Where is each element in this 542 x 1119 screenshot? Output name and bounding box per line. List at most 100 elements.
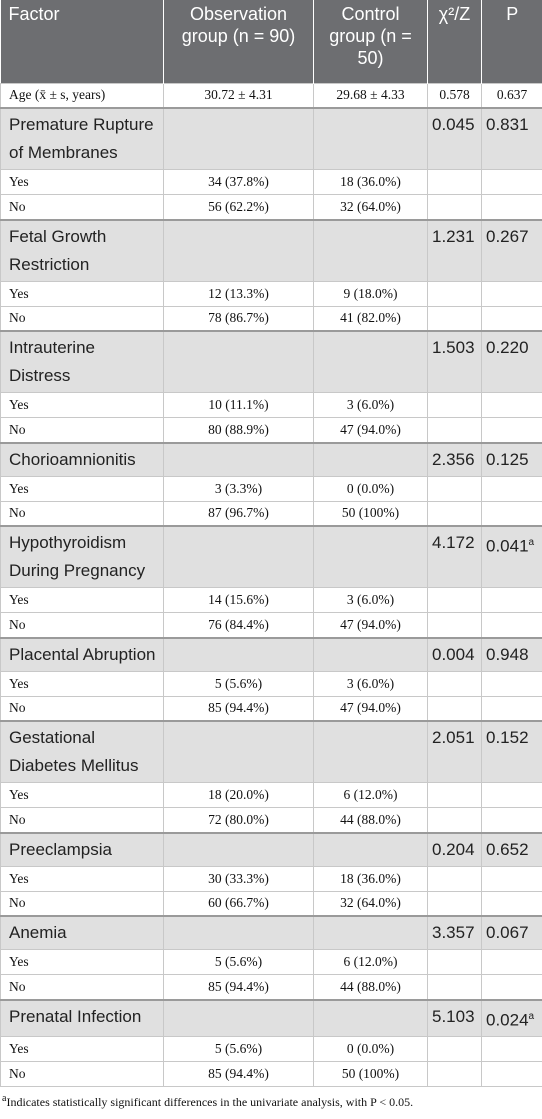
obs-cell: 30 (33.3%): [163, 865, 314, 892]
empty-cell: [427, 169, 482, 195]
ctrl-cell: 50 (100%): [313, 1061, 428, 1088]
group-row: Placental Abruption 0.004 0.948: [0, 636, 542, 672]
level-row: No 85 (94.4%) 50 (100%): [0, 1061, 542, 1088]
level-row: Yes 12 (13.3%) 9 (18.0%): [0, 280, 542, 307]
stat-cell: 1.231: [427, 218, 482, 282]
ctrl-cell: 44 (88.0%): [313, 807, 428, 833]
empty-cell: [427, 1061, 482, 1088]
empty-cell: [427, 305, 482, 332]
p-cell: 0.948: [481, 636, 542, 672]
empty-cell: [313, 441, 428, 477]
empty-cell: [163, 330, 314, 393]
p-value: 0.067: [486, 923, 529, 942]
empty-cell: [313, 831, 428, 867]
group-row: Fetal Growth Restriction 1.231 0.267: [0, 218, 542, 282]
group-row: Chorioamnionitis 2.356 0.125: [0, 441, 542, 477]
p-value: 0.267: [486, 226, 529, 246]
empty-cell: [481, 392, 542, 418]
level-row: No 56 (62.2%) 32 (64.0%): [0, 194, 542, 220]
age-row: Age (x̄ ± s, years) 30.72 ± 4.31 29.68 ± 4…: [0, 82, 542, 109]
empty-cell: [427, 807, 482, 833]
level-row: No 72 (80.0%) 44 (88.0%): [0, 807, 542, 833]
obs-cell: 85 (94.4%): [163, 695, 314, 722]
level-label: Yes: [0, 670, 164, 697]
p-value: 0.125: [486, 449, 529, 469]
factor-cell: Prenatal Infection: [0, 998, 164, 1038]
obs-cell: 76 (84.4%): [163, 612, 314, 638]
ctrl-cell: 41 (82.0%): [313, 305, 428, 332]
level-label: No: [0, 305, 164, 332]
stat-cell: 3.357: [427, 915, 482, 950]
ctrl-cell: 6 (12.0%): [313, 782, 428, 808]
p-value: 0.831: [486, 115, 529, 134]
level-label: Yes: [0, 392, 164, 418]
level-label: Yes: [0, 475, 164, 502]
empty-cell: [313, 107, 428, 170]
empty-cell: [313, 218, 428, 282]
p-value: 0.652: [486, 839, 529, 859]
ctrl-cell: 0 (0.0%): [313, 475, 428, 502]
group-row: Preeclampsia 0.204 0.652: [0, 831, 542, 867]
obs-cell: 85 (94.4%): [163, 974, 314, 1000]
group-row: Intrauterine Distress 1.503 0.220: [0, 330, 542, 393]
stat-cell: 4.172: [427, 525, 482, 588]
obs-cell: 14 (15.6%): [163, 587, 314, 613]
empty-cell: [427, 475, 482, 502]
factor-cell: Anemia: [0, 915, 164, 950]
level-row: No 76 (84.4%) 47 (94.0%): [0, 612, 542, 638]
level-label: Yes: [0, 587, 164, 613]
footnote-text: Indicates statistically significant diff…: [6, 1095, 414, 1110]
note-mark: a: [528, 537, 535, 548]
empty-cell: [427, 392, 482, 418]
empty-cell: [427, 695, 482, 722]
p-cell: 0.652: [481, 831, 542, 867]
stat-cell: 0.578: [427, 82, 482, 109]
column-header: Factor: [0, 0, 164, 83]
p-value: 0.637: [496, 87, 528, 103]
stat-cell: 5.103: [427, 998, 482, 1038]
obs-cell: 5 (5.6%): [163, 1036, 314, 1063]
header-row: Factor Observation group (n = 90) Control …: [0, 0, 542, 83]
level-label: Yes: [0, 280, 164, 307]
ctrl-cell: 9 (18.0%): [313, 280, 428, 307]
level-label: Yes: [0, 1036, 164, 1063]
ctrl-cell: 44 (88.0%): [313, 974, 428, 1000]
level-row: No 60 (66.7%) 32 (64.0%): [0, 890, 542, 917]
footnote: aIndicates statistically significant dif…: [0, 1087, 542, 1110]
factor-cell: Fetal Growth Restriction: [0, 218, 164, 282]
stat-cell: 2.051: [427, 720, 482, 783]
level-label: No: [0, 890, 164, 917]
obs-cell: 10 (11.1%): [163, 392, 314, 418]
empty-cell: [481, 974, 542, 1000]
empty-cell: [481, 782, 542, 808]
column-header: Control group (n = 50): [313, 0, 428, 83]
empty-cell: [481, 475, 542, 502]
empty-cell: [481, 695, 542, 722]
empty-cell: [427, 865, 482, 892]
empty-cell: [427, 949, 482, 975]
empty-cell: [313, 720, 428, 783]
empty-cell: [481, 194, 542, 220]
group-row: Anemia 3.357 0.067: [0, 915, 542, 950]
stat-cell: 2.356: [427, 441, 482, 477]
empty-cell: [313, 525, 428, 588]
stat-cell: 1.503: [427, 330, 482, 393]
level-label: Yes: [0, 169, 164, 195]
group-row: Premature Rupture of Membranes 0.045 0.831: [0, 107, 542, 170]
obs-cell: 56 (62.2%): [163, 194, 314, 220]
group-row: Gestational Diabetes Mellitus 2.051 0.152: [0, 720, 542, 783]
level-label: No: [0, 1061, 164, 1088]
level-row: No 85 (94.4%) 47 (94.0%): [0, 695, 542, 722]
ctrl-cell: 18 (36.0%): [313, 865, 428, 892]
group-row: Prenatal Infection 5.103 0.024a: [0, 998, 542, 1038]
p-value: 0.948: [486, 644, 529, 664]
empty-cell: [481, 587, 542, 613]
obs-cell: 60 (66.7%): [163, 890, 314, 917]
ctrl-cell: 0 (0.0%): [313, 1036, 428, 1063]
p-cell: 0.220: [481, 330, 542, 393]
ctrl-cell: 18 (36.0%): [313, 169, 428, 195]
empty-cell: [163, 107, 314, 170]
ctrl-cell: 32 (64.0%): [313, 194, 428, 220]
p-cell: 0.041a: [481, 525, 542, 588]
